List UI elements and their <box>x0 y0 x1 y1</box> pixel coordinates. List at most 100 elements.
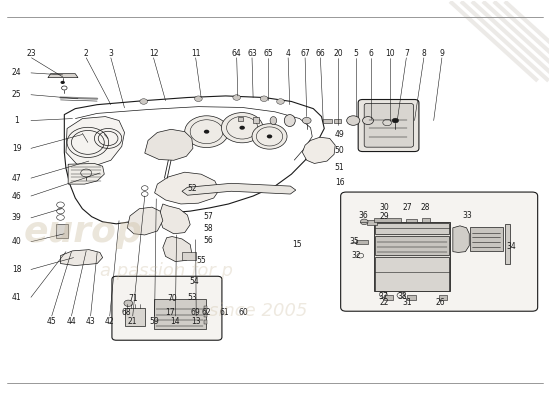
Text: 34: 34 <box>507 242 516 251</box>
PathPatch shape <box>453 226 469 252</box>
Bar <box>124 308 145 326</box>
Text: 18: 18 <box>12 265 21 274</box>
Text: 59: 59 <box>150 317 160 326</box>
PathPatch shape <box>145 129 193 160</box>
Text: 62: 62 <box>202 308 211 316</box>
Ellipse shape <box>270 116 277 124</box>
Circle shape <box>362 116 373 124</box>
Bar <box>408 295 416 300</box>
Text: 31: 31 <box>403 298 412 307</box>
Ellipse shape <box>284 114 295 126</box>
Circle shape <box>277 99 284 104</box>
Text: 12: 12 <box>148 48 158 58</box>
Bar <box>375 236 449 255</box>
PathPatch shape <box>182 183 296 195</box>
Text: 2: 2 <box>84 48 89 58</box>
Text: 45: 45 <box>47 317 57 326</box>
FancyBboxPatch shape <box>364 104 414 147</box>
Text: 16: 16 <box>335 178 344 188</box>
Bar <box>373 218 401 222</box>
Bar <box>323 118 332 122</box>
Text: 65: 65 <box>263 48 273 58</box>
Text: 10: 10 <box>385 48 395 58</box>
Text: 39: 39 <box>12 213 21 222</box>
Circle shape <box>124 300 133 306</box>
Bar <box>422 218 430 222</box>
PathPatch shape <box>302 137 335 164</box>
Circle shape <box>360 219 368 225</box>
Text: 7: 7 <box>404 48 409 58</box>
Text: 63: 63 <box>247 48 257 58</box>
Text: 3: 3 <box>108 48 113 58</box>
Circle shape <box>239 126 245 130</box>
Text: 38: 38 <box>397 292 407 301</box>
Bar <box>182 252 196 260</box>
FancyBboxPatch shape <box>340 192 538 311</box>
FancyBboxPatch shape <box>358 100 419 152</box>
Text: 51: 51 <box>335 162 344 172</box>
Text: 41: 41 <box>12 293 21 302</box>
Text: 25: 25 <box>12 90 21 99</box>
FancyBboxPatch shape <box>112 276 222 340</box>
Circle shape <box>140 99 147 104</box>
Bar <box>253 117 258 122</box>
PathPatch shape <box>68 164 104 184</box>
Text: 14: 14 <box>170 317 180 326</box>
Text: 57: 57 <box>204 212 213 221</box>
PathPatch shape <box>159 204 190 234</box>
Text: 32: 32 <box>351 251 361 260</box>
Text: 1: 1 <box>14 116 19 125</box>
Circle shape <box>302 117 311 124</box>
Text: 40: 40 <box>12 237 21 246</box>
PathPatch shape <box>127 207 163 235</box>
Bar <box>204 313 207 317</box>
Circle shape <box>346 116 360 125</box>
Bar <box>406 219 417 222</box>
Text: 60: 60 <box>238 308 248 316</box>
Text: 71: 71 <box>128 294 138 303</box>
Bar <box>373 222 450 291</box>
Text: 13: 13 <box>191 317 201 326</box>
Text: 24: 24 <box>12 68 21 77</box>
Text: 52: 52 <box>187 184 197 193</box>
Circle shape <box>252 124 287 149</box>
Circle shape <box>185 116 228 148</box>
Bar <box>470 227 503 251</box>
Text: 11: 11 <box>191 48 200 58</box>
Text: 56: 56 <box>204 236 213 245</box>
Text: 70: 70 <box>167 294 177 303</box>
Text: 28: 28 <box>421 203 430 212</box>
Text: 17: 17 <box>165 308 175 316</box>
Circle shape <box>267 134 272 138</box>
Text: 67: 67 <box>300 48 310 58</box>
Text: 53: 53 <box>187 293 197 302</box>
Text: 58: 58 <box>204 224 213 233</box>
Text: 46: 46 <box>12 192 21 200</box>
Text: 36: 36 <box>359 211 369 220</box>
Text: a passion for p: a passion for p <box>100 262 233 280</box>
Bar <box>439 295 447 300</box>
Text: 5: 5 <box>354 48 359 58</box>
Bar <box>375 257 449 290</box>
Text: 27: 27 <box>403 203 412 212</box>
Circle shape <box>260 96 268 102</box>
Text: europ: europ <box>23 215 142 249</box>
Text: 22: 22 <box>379 298 389 307</box>
Text: 64: 64 <box>232 48 241 58</box>
PathPatch shape <box>60 250 103 266</box>
Polygon shape <box>48 74 78 78</box>
Text: 30: 30 <box>379 203 389 212</box>
Text: 4: 4 <box>285 48 290 58</box>
Text: since 2005: since 2005 <box>210 302 308 320</box>
Text: 54: 54 <box>189 277 199 286</box>
Text: 26: 26 <box>436 298 445 307</box>
Text: 66: 66 <box>316 48 325 58</box>
Text: 42: 42 <box>105 317 114 326</box>
Circle shape <box>233 95 240 100</box>
PathPatch shape <box>66 116 124 166</box>
Circle shape <box>392 118 399 123</box>
Text: 21: 21 <box>128 317 138 326</box>
PathPatch shape <box>155 172 219 204</box>
PathPatch shape <box>163 236 192 262</box>
Text: 69: 69 <box>191 308 201 316</box>
